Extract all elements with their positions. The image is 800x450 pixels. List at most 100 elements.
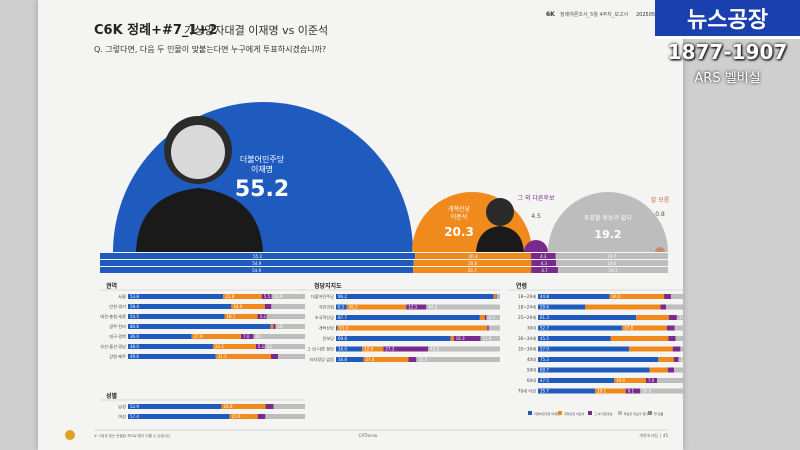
legend-label: 투표할 후보가 없다 bbox=[624, 411, 648, 416]
panel-bar-segment bbox=[128, 304, 232, 309]
panel-bar-segment bbox=[658, 357, 674, 362]
panel-bar-label: 19.1 bbox=[597, 389, 606, 394]
summary-bar-segment bbox=[555, 253, 668, 259]
panel-bar-label: 44.8 bbox=[540, 294, 549, 299]
panel-bar-segment bbox=[271, 294, 305, 299]
panel-bar-segment bbox=[128, 314, 225, 319]
panel-bar-segment bbox=[231, 304, 265, 309]
panel-bar-label: 16.0 bbox=[642, 389, 651, 394]
panel-bar-segment bbox=[610, 336, 669, 341]
panel-bar-label: 69.7 bbox=[540, 368, 549, 373]
panel-row-label: 더불어민주당 bbox=[311, 293, 334, 300]
panel-bar-label: 17.5 bbox=[679, 315, 683, 320]
panel-row-label: 지지정당 없음 bbox=[310, 356, 335, 363]
panel-bar-label: 11.9 bbox=[482, 336, 491, 341]
question-text: Q. 그렇다면, 다음 두 인물이 맞붙는다면 누구에게 투표하시겠습니까? bbox=[94, 44, 326, 54]
panel-bar-label: 47.5 bbox=[540, 378, 549, 383]
panel-bar-label: 7.0 bbox=[243, 334, 250, 339]
legend-swatch bbox=[618, 411, 622, 415]
summary-bar-segment bbox=[100, 260, 414, 266]
panel-bar-segment bbox=[674, 367, 683, 373]
panel-bar-label: 15.9 bbox=[232, 414, 241, 419]
panel-row-label: 30~34세 bbox=[518, 335, 536, 342]
panel-bar-segment bbox=[629, 346, 673, 352]
panel-bar-label: 21.8 bbox=[225, 294, 234, 299]
panel-bar-label: 5.5 bbox=[264, 294, 271, 299]
panel-bar-segment bbox=[622, 325, 667, 331]
panel-bar-segment bbox=[664, 294, 671, 299]
summary-bar-label: 20.7 bbox=[468, 268, 477, 273]
panel-row-label: 그 외 다른 정당 bbox=[307, 346, 334, 353]
panel-bar-label: 12.9 bbox=[364, 347, 373, 352]
panel-bar-segment bbox=[271, 304, 305, 309]
panel-bar-label: 69.8 bbox=[338, 336, 347, 341]
panel-bar-label: 57.0 bbox=[540, 347, 549, 352]
panel-bar-label: 18.9 bbox=[233, 304, 242, 309]
candidate-2-photo-body bbox=[476, 226, 524, 252]
summary-bar-label: 54.9 bbox=[252, 261, 261, 266]
panel-bar-segment bbox=[670, 294, 683, 299]
panel-bar-label: 36.0 bbox=[130, 334, 139, 339]
phone-text: 1877-1907 bbox=[667, 40, 788, 64]
panel-bar-segment bbox=[645, 378, 658, 383]
panel-bar-segment bbox=[265, 414, 305, 419]
panel-bar-segment bbox=[257, 414, 266, 419]
panel-row-label: 대구·경북 bbox=[109, 333, 126, 340]
panel-bar-segment bbox=[488, 325, 500, 331]
panel-bar-segment bbox=[336, 336, 451, 341]
panel-bar-segment bbox=[266, 314, 305, 319]
panel-row-label: 30대 bbox=[527, 325, 536, 332]
panel-bar-segment bbox=[493, 294, 496, 299]
panel-bar-segment bbox=[191, 334, 242, 339]
summary-bar-segment bbox=[100, 267, 414, 273]
panel-bar-segment bbox=[264, 344, 305, 349]
panel-bar-segment bbox=[215, 354, 272, 359]
panel-bar-segment bbox=[636, 315, 669, 320]
panel-bar-segment bbox=[336, 315, 480, 320]
panel-row-label: 진보당 bbox=[322, 335, 334, 341]
panel-bar-segment bbox=[674, 325, 683, 331]
panel-title: 연령 bbox=[516, 282, 527, 290]
bubble-other bbox=[524, 240, 548, 252]
summary-bar-label: 20.6 bbox=[468, 261, 477, 266]
panel-bar-label: 31.2 bbox=[218, 354, 227, 359]
panel-title: 성별 bbox=[106, 392, 118, 400]
panel-bar-segment bbox=[362, 346, 384, 352]
panel-bar-segment bbox=[224, 314, 258, 319]
panel-title: 권역 bbox=[106, 282, 117, 290]
legend-label: 그 외 다른후보 bbox=[594, 411, 613, 416]
summary-bar-label: 4.3 bbox=[540, 254, 547, 259]
panel-bar-segment bbox=[538, 294, 610, 299]
panel-bar-segment bbox=[426, 304, 500, 310]
panel-bar-label: 80.6 bbox=[130, 324, 139, 329]
panel-bar-label: 19.9 bbox=[616, 378, 625, 383]
panel-bar-segment bbox=[585, 304, 661, 310]
chart-code: C6K 정례+#7_1+2 bbox=[94, 22, 217, 38]
ars-caption: ARS 벨비실 bbox=[655, 66, 800, 86]
legend-label: 더불어민주당 이재명 bbox=[534, 411, 560, 416]
panel-bar-segment bbox=[264, 304, 272, 309]
panel-bar-segment bbox=[346, 304, 407, 310]
panel-bar-segment bbox=[223, 294, 262, 299]
panel-bar-segment bbox=[614, 378, 646, 383]
legend-swatch bbox=[558, 411, 562, 415]
panel-row-label: 남성 bbox=[118, 403, 126, 409]
candidate-1-photo-body bbox=[136, 188, 263, 252]
panel-bar-label: 16. bbox=[277, 324, 283, 329]
panel-bar-segment bbox=[667, 367, 675, 373]
panel-bar-segment bbox=[595, 388, 626, 394]
panel-bar-segment bbox=[275, 324, 305, 329]
panel-bar-label: 55.5 bbox=[418, 357, 427, 362]
panel-row-label: 광주·전라 bbox=[109, 323, 126, 330]
legend-label: 잘 모름 bbox=[654, 411, 663, 416]
panel-bar-segment bbox=[484, 315, 487, 320]
panel-bar-segment bbox=[538, 357, 659, 362]
panel-bar-label: 49.6 bbox=[130, 354, 139, 359]
panel-bar-label: 16.0 bbox=[338, 347, 347, 352]
panel-bar-segment bbox=[668, 336, 676, 341]
summary-bar-label: 55.2 bbox=[253, 254, 262, 259]
panel-bar-segment bbox=[672, 346, 681, 352]
panel-row-label: 강원·제주 bbox=[109, 353, 126, 360]
panel-bar-label: 75.2 bbox=[540, 357, 549, 362]
